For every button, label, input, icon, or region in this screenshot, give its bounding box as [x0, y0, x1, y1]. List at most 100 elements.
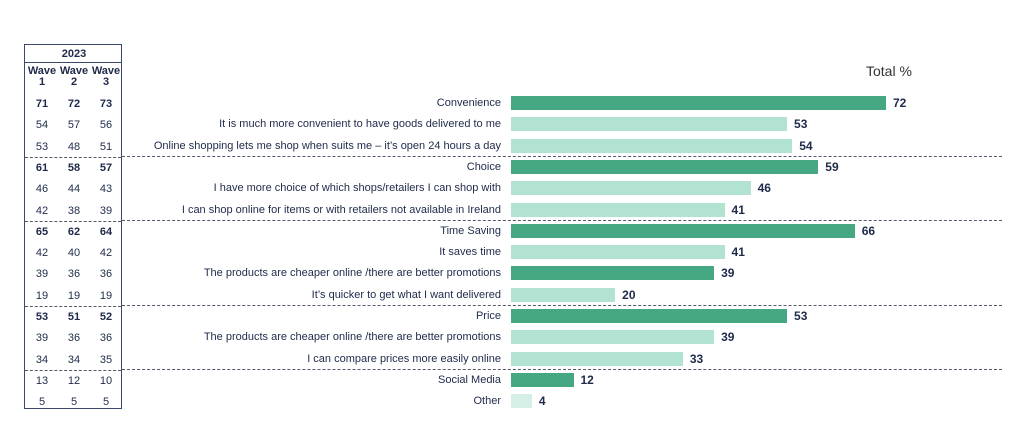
bar-value-label: 20: [622, 287, 636, 302]
bar-item: [511, 287, 616, 302]
wave-1-value: 42: [35, 204, 49, 217]
wave-2-value: 72: [67, 98, 81, 110]
wave-header-label: Wave: [91, 65, 121, 77]
wave-2-value: 34: [67, 353, 81, 366]
bar-group: [511, 372, 574, 387]
wave-3-value: 39: [99, 204, 113, 217]
bar-value-label: 12: [580, 372, 594, 387]
wave-1-value: 46: [35, 183, 49, 196]
wave-2-value: 38: [67, 204, 81, 217]
bar-group: [511, 266, 715, 281]
group-separator: [122, 305, 1002, 306]
wave-3-value: 35: [99, 353, 113, 366]
wave-3-value: 36: [99, 332, 113, 345]
wave-1-value: 42: [35, 247, 49, 260]
table-group-separator: [25, 369, 121, 371]
wave-3-value: 56: [99, 119, 113, 132]
wave-3-value: 36: [99, 268, 113, 281]
wave-header-1: Wave 1: [26, 66, 58, 88]
wave-header-label: Wave: [27, 65, 57, 77]
wave-3-value: 57: [99, 161, 113, 174]
wave-header-number: 2: [70, 76, 78, 88]
wave-header-label: Wave: [59, 65, 89, 77]
group-separator: [122, 368, 1002, 370]
wave-3-value: 43: [99, 183, 113, 196]
bar-item: [511, 245, 725, 260]
wave-3-value: 5: [102, 396, 110, 409]
bar-value-label: 54: [799, 138, 813, 153]
bar-item: [511, 181, 751, 196]
category-label: Time Saving: [440, 224, 501, 237]
category-label: The products are cheaper online /there a…: [203, 267, 501, 280]
wave-2-value: 12: [67, 374, 81, 387]
table-year-divider: [25, 62, 121, 63]
category-label: It’s quicker to get what I want delivere…: [311, 288, 501, 301]
bar-value-label: 4: [538, 394, 546, 409]
wave-1-value: 39: [35, 268, 49, 281]
wave-1-value: 65: [35, 225, 49, 238]
bar-group: [511, 159, 819, 174]
category-label: It is much more convenient to have goods…: [219, 118, 501, 131]
bar-item: [511, 138, 793, 153]
table-year: 2023: [61, 48, 87, 60]
wave-2-value: 48: [67, 140, 81, 153]
bar-item: [511, 202, 725, 217]
category-label: Convenience: [436, 97, 501, 109]
chart-title: Total %: [866, 63, 912, 79]
wave-3-value: 73: [99, 98, 113, 110]
group-separator: [122, 155, 1002, 157]
wave-3-value: 64: [99, 225, 113, 238]
group-separator: [122, 219, 1002, 221]
wave-1-value: 39: [35, 332, 49, 345]
wave-2-value: 40: [67, 247, 81, 260]
bar-value-label: 53: [794, 309, 808, 323]
bar-value-label: 46: [757, 181, 771, 196]
wave-2-value: 62: [67, 225, 81, 238]
bar-value-label: 39: [721, 266, 735, 281]
wave-header-number: 1: [38, 76, 46, 88]
wave-header-2: Wave 2: [58, 66, 90, 88]
category-label: I can shop online for items or with reta…: [181, 203, 501, 216]
wave-1-value: 53: [35, 140, 49, 153]
wave-2-value: 51: [67, 311, 81, 323]
wave-3-value: 52: [99, 311, 113, 323]
wave-3-value: 19: [99, 289, 113, 302]
category-label: The products are cheaper online /there a…: [203, 331, 501, 344]
wave-2-value: 58: [67, 161, 81, 174]
wave-header-number: 3: [102, 76, 110, 88]
bar-value-label: 33: [689, 351, 704, 366]
bar-value-label: 66: [861, 223, 876, 238]
wave-1-value: 13: [35, 374, 49, 387]
table-group-separator: [25, 306, 121, 307]
wave-1-value: 5: [38, 396, 46, 409]
table-group-separator: [25, 220, 121, 222]
wave-3-value: 42: [99, 247, 113, 260]
wave-1-value: 34: [35, 353, 49, 366]
bar-group: [511, 96, 886, 110]
bar-item: [511, 330, 715, 345]
wave-2-value: 19: [67, 289, 81, 302]
wave-2-value: 36: [67, 268, 81, 281]
category-label: I can compare prices more easily online: [307, 352, 501, 365]
wave-2-value: 5: [70, 396, 78, 409]
category-label: Other: [473, 395, 501, 408]
wave-2-value: 36: [67, 332, 81, 345]
wave-1-value: 54: [35, 119, 49, 132]
wave-2-value: 44: [67, 183, 81, 196]
category-label: Choice: [466, 160, 501, 173]
bar-value-label: 39: [721, 330, 735, 345]
category-label: Online shopping lets me shop when suits …: [153, 139, 501, 152]
bar-group: [511, 309, 788, 323]
table-group-separator: [25, 156, 121, 158]
bar-value-label: 41: [731, 245, 745, 260]
bar-other: [511, 394, 532, 409]
wave-1-value: 71: [35, 98, 49, 110]
wave-2-value: 57: [67, 119, 81, 132]
wave-1-value: 19: [35, 289, 49, 302]
bar-item: [511, 117, 788, 132]
category-label: It saves time: [439, 246, 501, 259]
wave-3-value: 10: [99, 374, 113, 387]
bar-value-label: 72: [893, 96, 907, 110]
wave-1-value: 61: [35, 161, 49, 174]
bar-value-label: 53: [794, 117, 808, 132]
